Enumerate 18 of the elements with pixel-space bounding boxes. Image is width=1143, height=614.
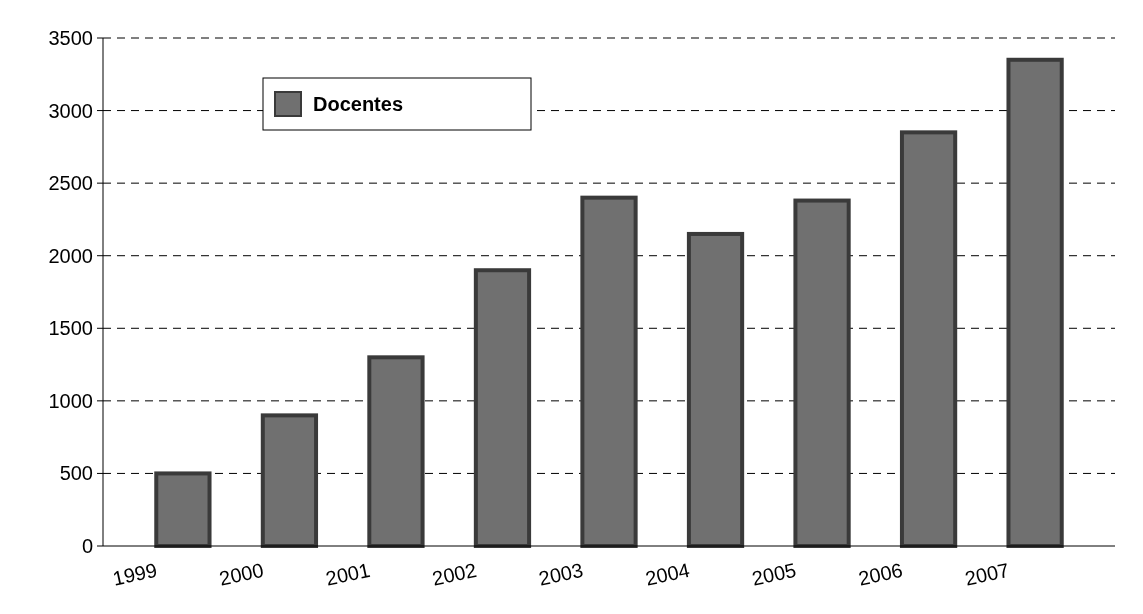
x-tick-label: 2004 [643,558,692,590]
x-tick-label: 2003 [536,558,585,590]
y-tick-label: 2000 [48,244,93,267]
x-tick-label: 2001 [323,558,372,590]
x-tick-label: 2006 [856,558,905,590]
x-tick-label: 2005 [749,558,799,590]
y-tick-label: 500 [59,462,93,485]
y-tick-label: 2500 [48,172,93,195]
x-tick-label: 2007 [962,558,1012,590]
y-tick-label: 3000 [48,99,93,122]
y-tick-label: 3500 [48,27,93,49]
y-tick-label: 1500 [48,317,93,340]
x-tick-label: 1999 [110,558,159,590]
y-tick-label: 0 [81,535,93,557]
x-tick-label: 2002 [430,558,479,590]
x-tick-label: 2000 [217,558,266,590]
legend-label: Docentes [313,93,404,115]
y-tick-label: 1000 [48,389,93,412]
